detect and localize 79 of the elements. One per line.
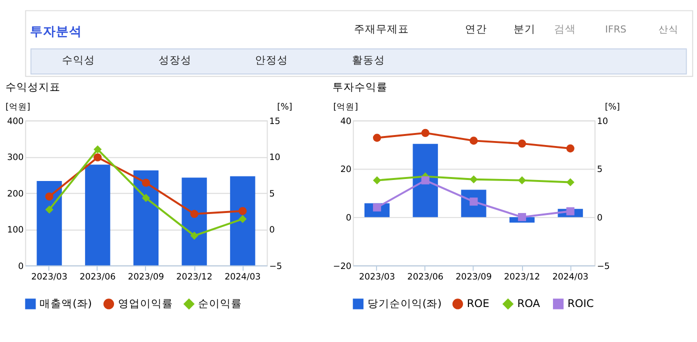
bar xyxy=(36,180,62,266)
bar xyxy=(412,144,438,218)
text: 산식 xyxy=(658,24,678,36)
point xyxy=(94,145,102,154)
text: 분기 xyxy=(513,22,536,36)
point xyxy=(190,232,198,240)
x-tick-label: 2024/03 xyxy=(224,272,261,282)
x-tick-label: 2023/03 xyxy=(31,272,68,282)
text: 수익성 xyxy=(62,53,95,66)
text: 주재무제표 xyxy=(354,22,409,36)
text: 성장성 xyxy=(158,53,192,66)
point xyxy=(45,192,54,201)
point xyxy=(190,210,198,218)
x-tick-label: 2023/03 xyxy=(358,272,396,282)
legend-label: ROE xyxy=(466,296,490,310)
point xyxy=(45,206,54,214)
y-tick-label: 20 xyxy=(340,165,352,176)
point xyxy=(470,175,478,184)
y-tick-label: 40 xyxy=(340,116,352,127)
point xyxy=(238,214,247,224)
point xyxy=(518,176,526,184)
text: 연간 xyxy=(464,22,487,36)
y2-tick-label: 10 xyxy=(269,153,280,164)
x-tick-label: 2023/09 xyxy=(128,272,164,282)
chart-title: 투자수익률 xyxy=(332,80,388,94)
legend-label: ROA xyxy=(517,296,541,310)
bar xyxy=(133,170,159,266)
y2-axis-title: [%] xyxy=(277,102,292,112)
point xyxy=(142,178,150,187)
y-axis-title: [억원] xyxy=(5,102,30,112)
bar xyxy=(230,176,256,266)
x-tick-label: 2024/03 xyxy=(552,272,588,282)
point xyxy=(372,176,382,184)
y2-tick-label: −5 xyxy=(269,262,282,272)
x-tick-label: 2023/12 xyxy=(176,272,212,282)
y2-tick-label: −5 xyxy=(596,262,610,272)
text: 안정성 xyxy=(255,53,288,66)
y-axis-title: [억원] xyxy=(333,102,358,112)
point xyxy=(566,144,574,152)
point xyxy=(470,136,478,145)
bar xyxy=(85,164,110,266)
y-tick-label: 0 xyxy=(18,262,24,272)
point xyxy=(518,213,526,222)
legend-label: 당기순이익(좌) xyxy=(367,296,442,310)
y-tick-label: 300 xyxy=(7,153,24,164)
point xyxy=(518,140,526,148)
y2-axis-title: [%] xyxy=(604,102,620,112)
point xyxy=(566,178,574,186)
y-tick-label: −20 xyxy=(333,262,352,272)
text: 활동성 xyxy=(352,53,385,66)
point xyxy=(372,134,382,142)
y2-tick-label: 10 xyxy=(596,116,608,127)
chart-title: 수익성지표 xyxy=(5,80,60,94)
x-tick-label: 2023/12 xyxy=(504,272,540,282)
x-tick-label: 2023/06 xyxy=(80,272,116,282)
legend-label: 매출액(좌) xyxy=(40,296,92,310)
bar xyxy=(182,178,207,266)
x-tick-label: 2023/09 xyxy=(456,272,492,282)
text: 검색 xyxy=(554,22,576,36)
y-tick-label: 200 xyxy=(7,189,24,200)
y2-tick-label: 5 xyxy=(269,189,275,200)
y-tick-label: 100 xyxy=(7,226,24,236)
point xyxy=(421,128,430,137)
legend-label: ROIC xyxy=(567,296,594,310)
y-tick-label: 400 xyxy=(7,116,24,127)
y2-tick-label: 5 xyxy=(596,165,602,176)
y2-tick-label: 15 xyxy=(269,116,280,127)
legend-label: 순이익률 xyxy=(198,296,242,310)
x-tick-label: 2023/06 xyxy=(407,272,444,282)
y2-tick-label: 0 xyxy=(269,226,275,236)
y-tick-label: 0 xyxy=(346,213,352,224)
text: IFRS xyxy=(605,24,626,36)
point xyxy=(94,153,102,162)
y2-tick-label: 0 xyxy=(596,213,602,224)
point xyxy=(421,176,430,184)
point xyxy=(238,206,247,216)
text: 투자분석 xyxy=(30,23,82,38)
point xyxy=(142,194,150,202)
legend-label: 영업이익률 xyxy=(118,296,173,310)
